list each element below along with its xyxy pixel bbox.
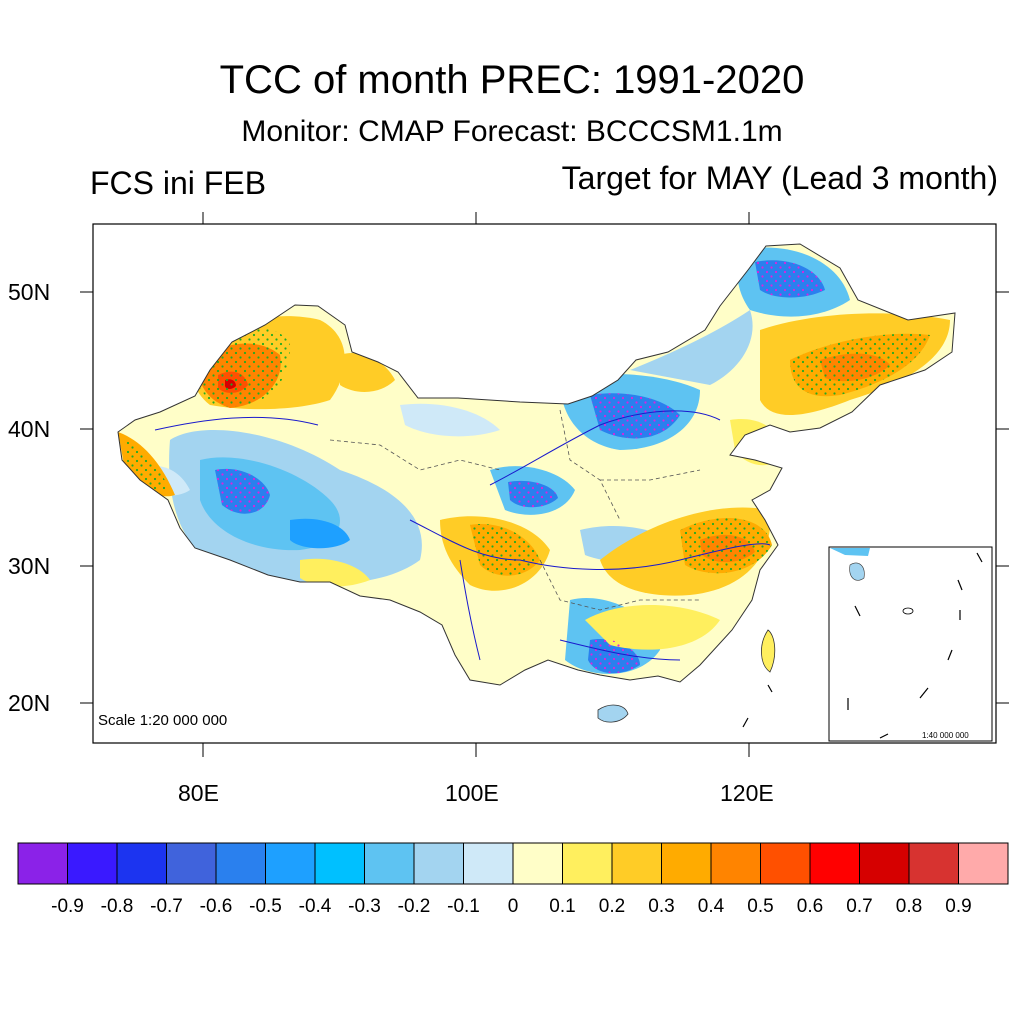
taiwan-island [761,629,776,673]
sea-boundary-marks [742,684,773,728]
lon-label-80e: 80E [178,780,219,806]
colorbar-tick-label: -0.3 [348,896,381,917]
target-label: Target for MAY (Lead 3 month) [561,160,998,196]
colorbar-swatch [364,842,415,885]
colorbar [17,842,1009,885]
colorbar-swatch [562,842,613,885]
lat-label-40n: 40N [8,416,51,442]
colorbar-tick-label: 0.3 [648,896,675,917]
colorbar-swatch [809,842,860,885]
colorbar-swatch [512,842,563,885]
colorbar-swatch [463,842,514,885]
colorbar-tick-label: -0.7 [150,896,183,917]
lat-label-50n: 50N [8,279,51,305]
colorbar-tick-label: -0.5 [249,896,282,917]
inset-scale-text: 1:40 000 000 [922,731,969,740]
init-label: FCS ini FEB [90,165,267,201]
colorbar-tick-label: 0 [507,896,519,917]
colorbar-tick-label: -0.8 [100,896,134,917]
colorbar-tick-label: 0.5 [747,896,774,917]
colorbar-tick-label: 0.2 [598,896,626,917]
colorbar-swatch [17,842,68,885]
colorbar-swatch [908,842,959,885]
map-title: TCC of month PREC: 1991-2020 [219,58,805,102]
colorbar-tick-label: -0.4 [298,896,332,917]
lon-label-100e: 100E [445,780,499,806]
colorbar-tick-label: 0.4 [697,896,725,917]
lat-label-20n: 20N [8,690,51,716]
colorbar-swatch [265,842,316,885]
colorbar-tick-label: 0.9 [945,896,972,917]
main-scale-text: Scale 1:20 000 000 [98,712,227,729]
colorbar-tick-label: 0.6 [796,896,824,917]
colorbar-swatch [67,842,118,885]
colorbar-swatch [215,842,266,885]
colorbar-tick-label: -0.6 [199,896,233,917]
axis-ticks [80,212,1009,757]
colorbar-swatch [710,842,761,885]
colorbar-swatch [611,842,662,885]
colorbar-tick-label: -0.1 [447,896,480,917]
colorbar-swatch [958,842,1009,885]
colorbar-swatch [859,842,910,885]
lat-label-30n: 30N [8,553,51,579]
colorbar-swatch [413,842,464,885]
colorbar-swatch [166,842,217,885]
colorbar-swatch [116,842,167,885]
colorbar-swatch [661,842,712,885]
lon-label-120e: 120E [720,780,774,806]
colorbar-tick-label: -0.2 [397,896,431,917]
hainan-island [597,704,629,723]
south-china-sea-inset [828,546,993,742]
colorbar-swatch [760,842,811,885]
colorbar-swatch [314,842,365,885]
colorbar-tick-label: 0.8 [895,896,923,917]
colorbar-tick-label: 0.7 [846,896,873,917]
china-border [117,243,956,686]
colorbar-tick-label: -0.9 [51,896,84,917]
colorbar-tick-label: 0.1 [549,896,576,917]
map-subtitle: Monitor: CMAP Forecast: BCCCSM1.1m [241,115,783,148]
